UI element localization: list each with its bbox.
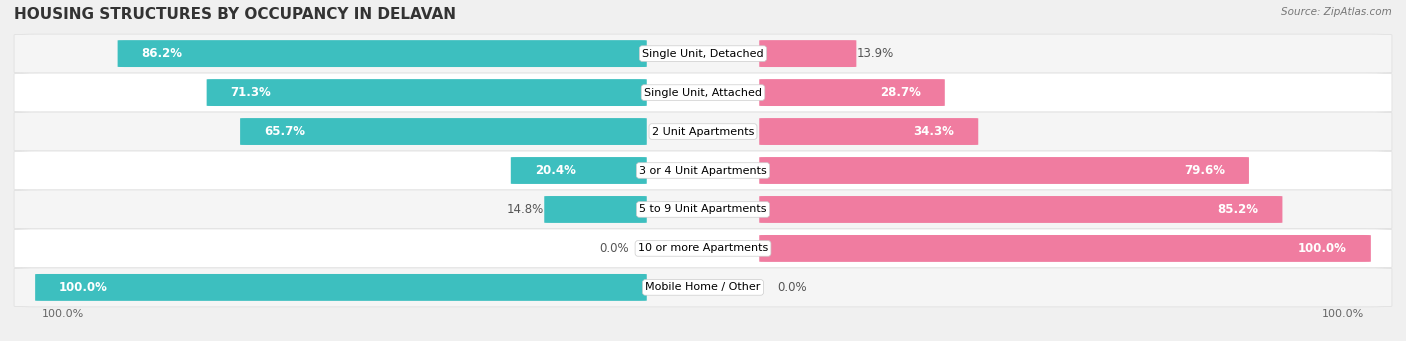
Text: Source: ZipAtlas.com: Source: ZipAtlas.com <box>1281 7 1392 17</box>
Text: 100.0%: 100.0% <box>42 309 84 319</box>
Text: 71.3%: 71.3% <box>231 86 271 99</box>
FancyBboxPatch shape <box>14 112 1392 151</box>
FancyBboxPatch shape <box>14 268 1392 307</box>
Legend: Owner-occupied, Renter-occupied: Owner-occupied, Renter-occupied <box>574 339 832 341</box>
Text: 10 or more Apartments: 10 or more Apartments <box>638 243 768 253</box>
Text: Single Unit, Attached: Single Unit, Attached <box>644 88 762 98</box>
Text: Mobile Home / Other: Mobile Home / Other <box>645 282 761 293</box>
Text: 0.0%: 0.0% <box>778 281 807 294</box>
Text: 86.2%: 86.2% <box>142 47 183 60</box>
FancyBboxPatch shape <box>14 229 1392 268</box>
Text: 20.4%: 20.4% <box>534 164 575 177</box>
FancyBboxPatch shape <box>759 196 1282 223</box>
Text: 85.2%: 85.2% <box>1218 203 1258 216</box>
Text: 100.0%: 100.0% <box>1322 309 1364 319</box>
Text: 3 or 4 Unit Apartments: 3 or 4 Unit Apartments <box>640 165 766 176</box>
Text: 65.7%: 65.7% <box>264 125 305 138</box>
FancyBboxPatch shape <box>759 157 1249 184</box>
Text: 100.0%: 100.0% <box>59 281 108 294</box>
FancyBboxPatch shape <box>14 34 1392 73</box>
FancyBboxPatch shape <box>759 79 945 106</box>
Text: 13.9%: 13.9% <box>856 47 894 60</box>
Text: HOUSING STRUCTURES BY OCCUPANCY IN DELAVAN: HOUSING STRUCTURES BY OCCUPANCY IN DELAV… <box>14 7 456 22</box>
FancyBboxPatch shape <box>35 274 647 301</box>
Text: Single Unit, Detached: Single Unit, Detached <box>643 48 763 59</box>
Text: 14.8%: 14.8% <box>508 203 544 216</box>
FancyBboxPatch shape <box>207 79 647 106</box>
Text: 28.7%: 28.7% <box>880 86 921 99</box>
Text: 5 to 9 Unit Apartments: 5 to 9 Unit Apartments <box>640 205 766 214</box>
FancyBboxPatch shape <box>759 40 856 67</box>
FancyBboxPatch shape <box>14 190 1392 229</box>
Text: 100.0%: 100.0% <box>1298 242 1347 255</box>
FancyBboxPatch shape <box>14 151 1392 190</box>
Text: 0.0%: 0.0% <box>599 242 628 255</box>
FancyBboxPatch shape <box>759 235 1371 262</box>
FancyBboxPatch shape <box>14 73 1392 112</box>
FancyBboxPatch shape <box>118 40 647 67</box>
FancyBboxPatch shape <box>240 118 647 145</box>
Text: 2 Unit Apartments: 2 Unit Apartments <box>652 127 754 136</box>
FancyBboxPatch shape <box>759 118 979 145</box>
Text: 34.3%: 34.3% <box>914 125 955 138</box>
FancyBboxPatch shape <box>510 157 647 184</box>
Text: 79.6%: 79.6% <box>1184 164 1225 177</box>
FancyBboxPatch shape <box>544 196 647 223</box>
